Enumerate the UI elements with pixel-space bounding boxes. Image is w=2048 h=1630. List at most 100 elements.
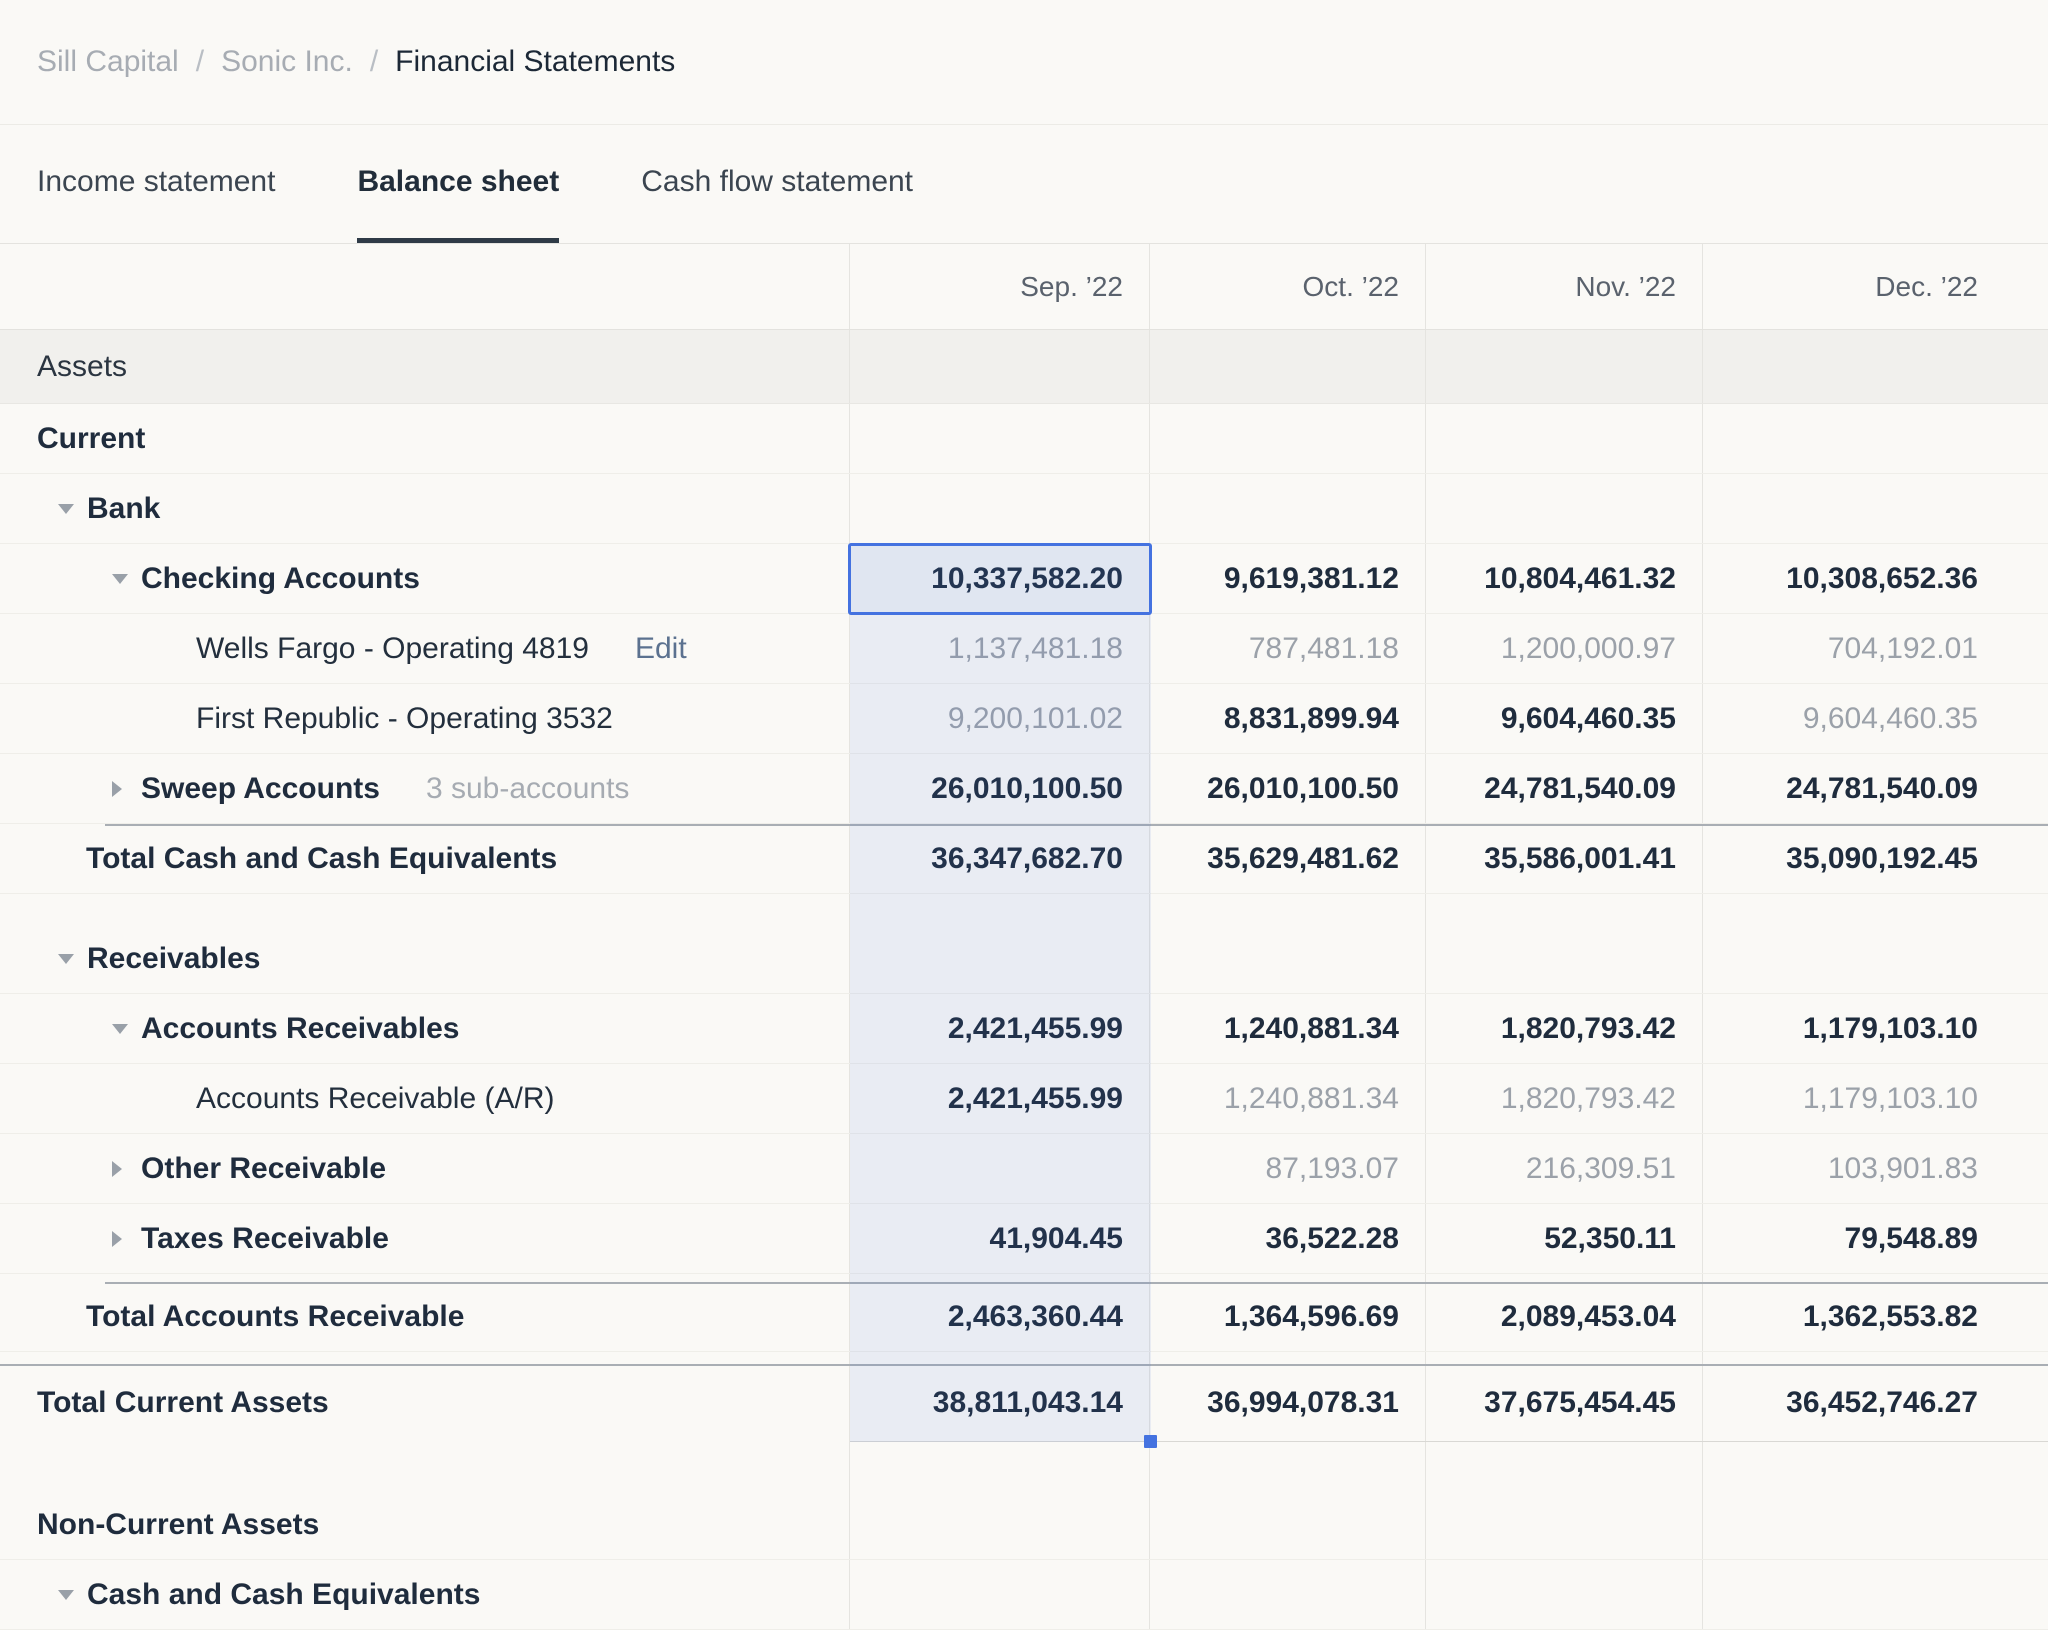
- cell-wells-fargo-operating-4819-oct-22[interactable]: 787,481.18: [1150, 614, 1426, 683]
- tab-cash-flow-statement[interactable]: Cash flow statement: [641, 164, 914, 198]
- cell-accounts-receivables-nov-22[interactable]: 1,820,793.42: [1426, 994, 1703, 1063]
- cell-total-current-assets-oct-22[interactable]: 36,994,078.31: [1150, 1364, 1426, 1442]
- row-label: Non-Current Assets: [37, 1507, 320, 1541]
- cell-wells-fargo-operating-4819-nov-22[interactable]: 1,200,000.97: [1426, 614, 1703, 683]
- cell-accounts-receivable-ar-oct-22[interactable]: 1,240,881.34: [1150, 1064, 1426, 1133]
- cell-total-accounts-receivable-oct-22[interactable]: 1,364,596.69: [1150, 1282, 1426, 1351]
- cell-total-accounts-receivable-sep-22[interactable]: 2,463,360.44: [850, 1282, 1150, 1351]
- cell-first-republic-operating-3532-sep-22[interactable]: 9,200,101.02: [850, 684, 1150, 753]
- cell-receivables-dec-22: [1703, 924, 2048, 993]
- cell-checking-accounts-sep-22[interactable]: 10,337,582.20: [850, 544, 1150, 613]
- cell-total-cash-and-cash-equivalents-nov-22[interactable]: 35,586,001.41: [1426, 824, 1703, 893]
- tab-income-statement[interactable]: Income statement: [37, 164, 276, 198]
- tab-balance-sheet[interactable]: Balance sheet: [357, 125, 560, 243]
- spacer-cell: [850, 894, 1150, 924]
- row-label[interactable]: Checking Accounts: [141, 561, 420, 595]
- table-body: Assets Current Bank Checking Accounts 10,337…: [0, 330, 2048, 1630]
- cell-other-receivable-dec-22[interactable]: 103,901.83: [1827, 1151, 1978, 1185]
- cell-wells-fargo-operating-4819-sep-22[interactable]: 1,137,481.18: [850, 614, 1150, 683]
- table-header-row: Sep. ’22 Oct. ’22 Nov. ’22 Dec. ’22: [0, 244, 2048, 330]
- row-label[interactable]: Sweep Accounts: [141, 771, 380, 805]
- cell-taxes-receivable-dec-22[interactable]: 79,548.89: [1844, 1221, 1978, 1255]
- cell-checking-accounts-dec-22[interactable]: 10,308,652.36: [1786, 561, 1978, 595]
- caret-right-icon[interactable]: [112, 1230, 122, 1247]
- cell-taxes-receivable-oct-22[interactable]: 36,522.28: [1150, 1204, 1426, 1273]
- cell-other-receivable-sep-22[interactable]: [850, 1134, 1150, 1203]
- cell-sweep-accounts-dec-22[interactable]: 24,781,540.09: [1786, 771, 1978, 805]
- selection-fill-handle[interactable]: [1144, 1435, 1157, 1448]
- caret-down-icon[interactable]: [112, 1023, 128, 1034]
- row-label-cell: Wells Fargo - Operating 4819 Edit: [0, 614, 850, 683]
- row-first-republic-operating-3532: First Republic - Operating 3532 9,200,101…: [0, 684, 2048, 754]
- cell-cash-and-cash-equivalents-nov-22: [1426, 1560, 1703, 1629]
- cell-checking-accounts-oct-22[interactable]: 9,619,381.12: [1150, 544, 1426, 613]
- row-label-cell: Non-Current Assets: [0, 1490, 850, 1559]
- cell-total-cash-and-cash-equivalents-oct-22[interactable]: 35,629,481.62: [1150, 824, 1426, 893]
- cell-sweep-accounts-nov-22[interactable]: 24,781,540.09: [1426, 754, 1703, 823]
- row-label[interactable]: Taxes Receivable: [141, 1221, 389, 1255]
- cell-accounts-receivables-sep-22[interactable]: 2,421,455.99: [850, 994, 1150, 1063]
- cell-total-accounts-receivable-nov-22[interactable]: 2,089,453.04: [1426, 1282, 1703, 1351]
- caret-down-icon[interactable]: [58, 953, 74, 964]
- cell-total-cash-and-cash-equivalents-dec-22[interactable]: 35,090,192.45: [1786, 841, 1978, 875]
- cell-accounts-receivables-oct-22[interactable]: 1,240,881.34: [1150, 994, 1426, 1063]
- cell-cash-and-cash-equivalents-dec-22: [1703, 1560, 2048, 1629]
- cell-total-current-assets-dec-22[interactable]: 36,452,746.27: [1786, 1386, 1978, 1419]
- row-checking-accounts: Checking Accounts 10,337,582.20 9,619,381.…: [0, 544, 2048, 614]
- spacer-cell: [1703, 1274, 2048, 1282]
- breadcrumb-company[interactable]: Sonic Inc.: [221, 45, 353, 78]
- spacer-cell: [1426, 894, 1703, 924]
- breadcrumb-workspace[interactable]: Sill Capital: [37, 45, 179, 78]
- caret-down-icon[interactable]: [58, 503, 74, 514]
- row-label[interactable]: Receivables: [87, 941, 261, 975]
- spacer-row: [0, 1274, 2048, 1282]
- cell-other-receivable-oct-22[interactable]: 87,193.07: [1150, 1134, 1426, 1203]
- row-total-current-assets: Total Current Assets 38,811,043.14 36,994,…: [0, 1364, 2048, 1442]
- cell-total-cash-and-cash-equivalents-sep-22[interactable]: 36,347,682.70: [850, 824, 1150, 893]
- cell-taxes-receivable-sep-22[interactable]: 41,904.45: [850, 1204, 1150, 1273]
- caret-right-icon[interactable]: [112, 1160, 122, 1177]
- cell-sweep-accounts-oct-22[interactable]: 26,010,100.50: [1150, 754, 1426, 823]
- row-label: Total Cash and Cash Equivalents: [86, 841, 558, 875]
- row-label[interactable]: Other Receivable: [141, 1151, 387, 1185]
- cell-total-accounts-receivable-dec-22[interactable]: 1,362,553.82: [1802, 1299, 1978, 1333]
- cell-assets-nov-22: [1426, 330, 1703, 403]
- row-label[interactable]: Bank: [87, 491, 161, 525]
- row-current: Current: [0, 404, 2048, 474]
- cell-checking-accounts-nov-22[interactable]: 10,804,461.32: [1426, 544, 1703, 613]
- spacer-cell: [1703, 1352, 2048, 1364]
- cell-non-current-assets-oct-22: [1150, 1490, 1426, 1559]
- cell-receivables-sep-22: [850, 924, 1150, 993]
- cell-total-current-assets-nov-22[interactable]: 37,675,454.45: [1426, 1364, 1703, 1442]
- row-label-cell: Sweep Accounts 3 sub-accounts: [0, 754, 850, 823]
- row-label-cell: Other Receivable: [0, 1134, 850, 1203]
- row-label-cell: Accounts Receivable (A/R): [0, 1064, 850, 1133]
- cell-bank-oct-22: [1150, 474, 1426, 543]
- row-label[interactable]: Cash and Cash Equivalents: [87, 1577, 481, 1611]
- header-label-cell: [0, 244, 850, 329]
- caret-down-icon[interactable]: [112, 573, 128, 584]
- cell-sweep-accounts-sep-22[interactable]: 26,010,100.50: [850, 754, 1150, 823]
- breadcrumb-separator: /: [369, 45, 379, 78]
- cell-accounts-receivable-ar-nov-22[interactable]: 1,820,793.42: [1426, 1064, 1703, 1133]
- cell-assets-oct-22: [1150, 330, 1426, 403]
- cell-accounts-receivable-ar-dec-22[interactable]: 1,179,103.10: [1802, 1081, 1978, 1115]
- row-total-cash-and-cash-equivalents: Total Cash and Cash Equivalents 36,347,68…: [0, 824, 2048, 894]
- spacer-cell: [1150, 1274, 1426, 1282]
- cell-first-republic-operating-3532-nov-22[interactable]: 9,604,460.35: [1426, 684, 1703, 753]
- cell-other-receivable-nov-22[interactable]: 216,309.51: [1426, 1134, 1703, 1203]
- cell-bank-nov-22: [1426, 474, 1703, 543]
- cell-accounts-receivables-dec-22[interactable]: 1,179,103.10: [1802, 1011, 1978, 1045]
- caret-right-icon[interactable]: [112, 780, 122, 797]
- row-label[interactable]: Accounts Receivables: [141, 1011, 460, 1045]
- cell-cash-and-cash-equivalents-oct-22: [1150, 1560, 1426, 1629]
- cell-taxes-receivable-nov-22[interactable]: 52,350.11: [1426, 1204, 1703, 1273]
- cell-accounts-receivable-ar-sep-22[interactable]: 2,421,455.99: [850, 1064, 1150, 1133]
- row-accounts-receivable-ar: Accounts Receivable (A/R) 2,421,455.99 1,2…: [0, 1064, 2048, 1134]
- cell-first-republic-operating-3532-oct-22[interactable]: 8,831,899.94: [1150, 684, 1426, 753]
- cell-first-republic-operating-3532-dec-22[interactable]: 9,604,460.35: [1802, 701, 1978, 735]
- cell-total-current-assets-sep-22[interactable]: 38,811,043.14: [850, 1364, 1150, 1442]
- cell-wells-fargo-operating-4819-dec-22[interactable]: 704,192.01: [1827, 631, 1978, 665]
- edit-link[interactable]: Edit: [634, 631, 687, 665]
- caret-down-icon[interactable]: [58, 1589, 74, 1600]
